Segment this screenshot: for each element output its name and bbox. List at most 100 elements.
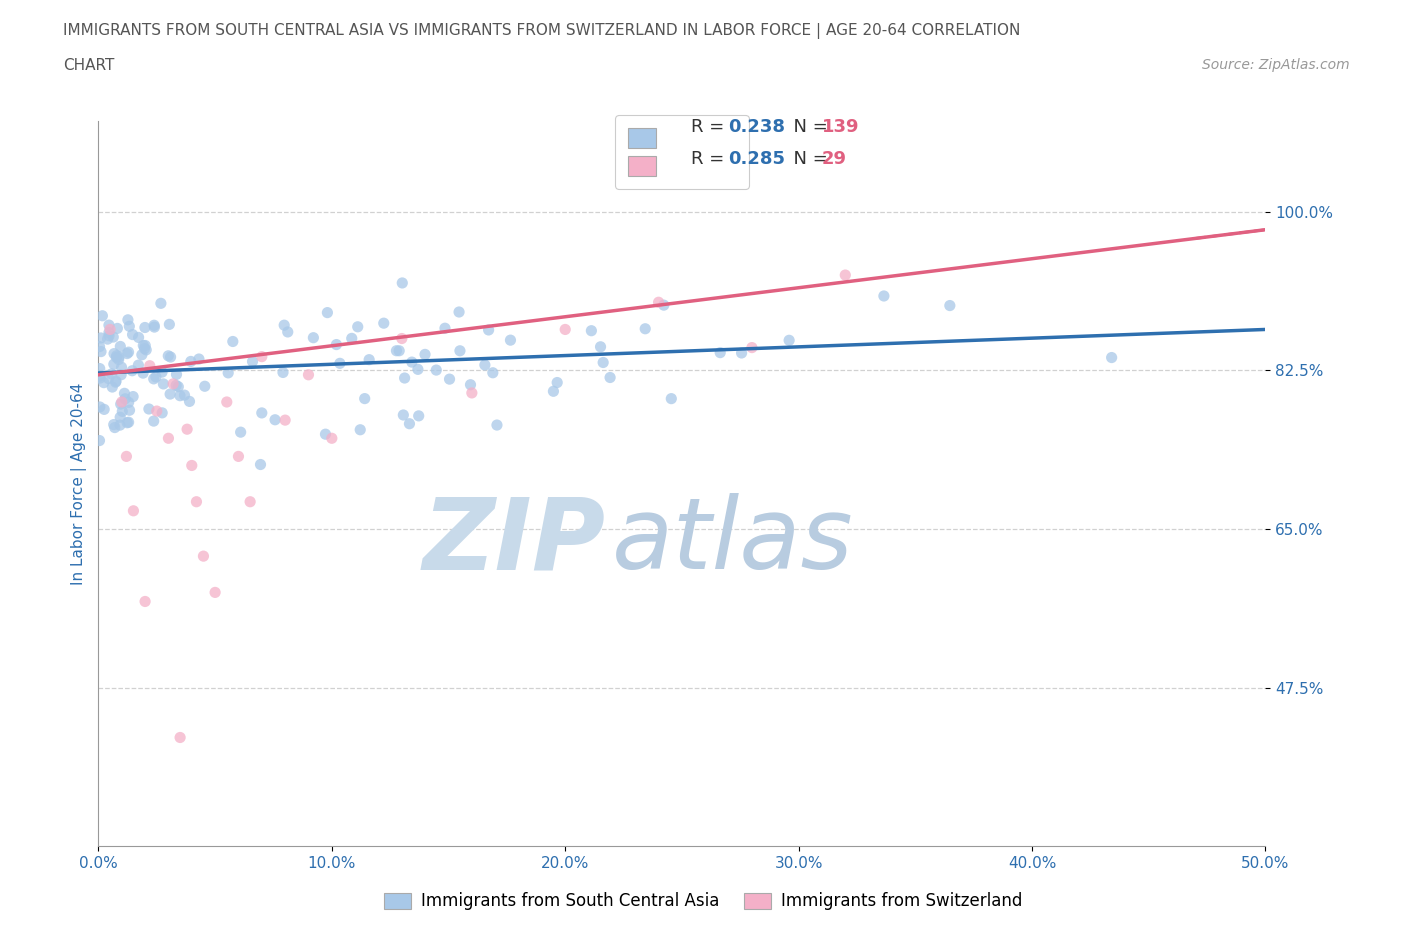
Point bbox=[180, 458, 202, 473]
Point bbox=[104, 420, 127, 435]
Point bbox=[271, 365, 294, 379]
Point bbox=[939, 299, 962, 313]
Point bbox=[314, 427, 336, 442]
Text: N =: N = bbox=[783, 118, 834, 136]
Point bbox=[834, 268, 856, 283]
Point bbox=[142, 414, 165, 429]
Point bbox=[413, 347, 436, 362]
Point bbox=[159, 387, 181, 402]
Point bbox=[104, 375, 127, 390]
Point bbox=[117, 345, 139, 360]
Point bbox=[166, 367, 188, 382]
Point bbox=[114, 386, 136, 401]
Point bbox=[122, 503, 145, 518]
Point bbox=[250, 350, 273, 365]
Point bbox=[100, 366, 122, 381]
Point bbox=[108, 350, 131, 365]
Text: R =: R = bbox=[692, 150, 730, 168]
Y-axis label: In Labor Force | Age 20-64: In Labor Force | Age 20-64 bbox=[72, 382, 87, 585]
Point bbox=[194, 379, 217, 393]
Point bbox=[229, 425, 252, 440]
Text: 139: 139 bbox=[823, 118, 859, 136]
Point bbox=[162, 377, 184, 392]
Point bbox=[474, 357, 496, 372]
Text: atlas: atlas bbox=[612, 493, 853, 591]
Point bbox=[401, 354, 423, 369]
Point bbox=[388, 343, 411, 358]
Point bbox=[581, 324, 603, 339]
Point bbox=[115, 449, 138, 464]
Point bbox=[139, 358, 162, 373]
Point bbox=[741, 340, 763, 355]
Point bbox=[302, 330, 325, 345]
Point bbox=[97, 318, 120, 333]
Point bbox=[90, 344, 112, 359]
Point bbox=[165, 378, 187, 392]
Point bbox=[599, 370, 621, 385]
Point bbox=[392, 407, 415, 422]
Text: N =: N = bbox=[783, 150, 834, 168]
Point bbox=[1101, 350, 1123, 365]
Point bbox=[98, 328, 121, 343]
Point bbox=[89, 339, 111, 354]
Point bbox=[143, 320, 166, 335]
Point bbox=[340, 331, 363, 346]
Point bbox=[159, 350, 181, 365]
Point bbox=[97, 332, 120, 347]
Text: Source: ZipAtlas.com: Source: ZipAtlas.com bbox=[1202, 58, 1350, 72]
Point bbox=[98, 322, 121, 337]
Point bbox=[264, 412, 287, 427]
Point bbox=[117, 415, 139, 430]
Point bbox=[242, 354, 264, 369]
Point bbox=[460, 378, 482, 392]
Point bbox=[329, 356, 352, 371]
Point bbox=[546, 375, 568, 390]
Point bbox=[150, 365, 173, 379]
Point bbox=[89, 400, 111, 415]
Point bbox=[115, 416, 138, 431]
Point bbox=[273, 318, 295, 333]
Point bbox=[730, 346, 752, 361]
Point bbox=[128, 330, 150, 345]
Point bbox=[110, 367, 132, 382]
Text: R =: R = bbox=[692, 118, 730, 136]
Point bbox=[97, 326, 120, 340]
Point bbox=[89, 368, 111, 383]
Point bbox=[118, 403, 141, 418]
Point bbox=[274, 413, 297, 428]
Point bbox=[138, 402, 160, 417]
Point bbox=[89, 433, 111, 448]
Point bbox=[105, 350, 128, 365]
Point bbox=[105, 374, 128, 389]
Point bbox=[114, 392, 136, 406]
Point bbox=[778, 333, 800, 348]
Point bbox=[249, 457, 271, 472]
Point bbox=[634, 321, 657, 336]
Point bbox=[353, 392, 375, 406]
Point bbox=[89, 361, 111, 376]
Point bbox=[394, 370, 416, 385]
Point bbox=[239, 495, 262, 510]
Point bbox=[425, 363, 447, 378]
Text: CHART: CHART bbox=[63, 58, 115, 73]
Point bbox=[391, 331, 413, 346]
Point bbox=[145, 369, 167, 384]
Point bbox=[179, 394, 201, 409]
Point bbox=[439, 372, 461, 387]
Point bbox=[187, 352, 209, 366]
Point bbox=[709, 345, 731, 360]
Point bbox=[143, 318, 166, 333]
Point bbox=[321, 431, 343, 445]
Point bbox=[93, 375, 115, 390]
Point bbox=[157, 431, 180, 445]
Point bbox=[132, 365, 155, 380]
Point bbox=[90, 330, 112, 345]
Point bbox=[91, 309, 114, 324]
Point bbox=[118, 319, 141, 334]
Point bbox=[110, 360, 132, 375]
Point bbox=[134, 338, 156, 352]
Point bbox=[105, 321, 128, 336]
Legend: Immigrants from South Central Asia, Immigrants from Switzerland: Immigrants from South Central Asia, Immi… bbox=[377, 885, 1029, 917]
Point bbox=[222, 334, 245, 349]
Point bbox=[873, 288, 896, 303]
